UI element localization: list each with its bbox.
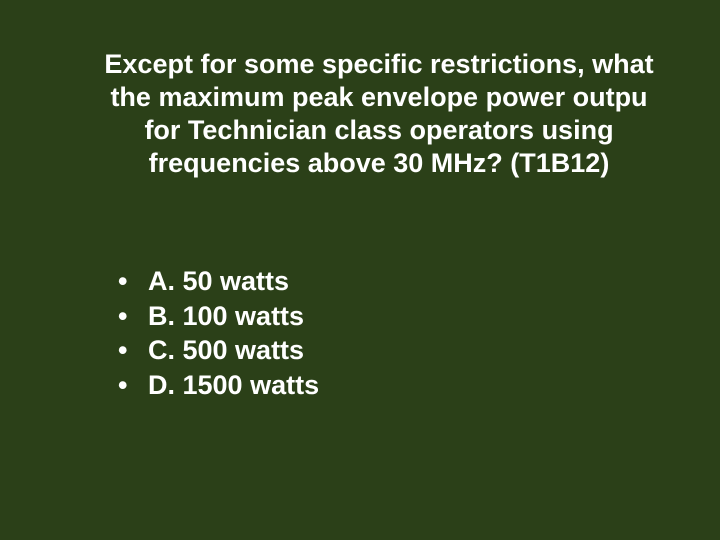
- question-line-2: the maximum peak envelope power outpu: [110, 82, 647, 112]
- answers-list: A. 50 watts B. 100 watts C. 500 watts D.…: [118, 264, 319, 402]
- question-line-4: frequencies above 30 MHz? (T1B12): [149, 148, 610, 178]
- question-block: Except for some specific restrictions, w…: [28, 48, 720, 180]
- list-item: D. 1500 watts: [118, 368, 319, 403]
- list-item: B. 100 watts: [118, 299, 319, 334]
- question-line-1: Except for some specific restrictions, w…: [104, 49, 653, 79]
- answer-b: B. 100 watts: [148, 301, 304, 331]
- list-item: C. 500 watts: [118, 333, 319, 368]
- question-line-3: for Technician class operators using: [144, 115, 613, 145]
- answer-a: A. 50 watts: [148, 266, 289, 296]
- answer-d: D. 1500 watts: [148, 370, 319, 400]
- list-item: A. 50 watts: [118, 264, 319, 299]
- answer-c: C. 500 watts: [148, 335, 304, 365]
- answers-block: A. 50 watts B. 100 watts C. 500 watts D.…: [118, 264, 319, 402]
